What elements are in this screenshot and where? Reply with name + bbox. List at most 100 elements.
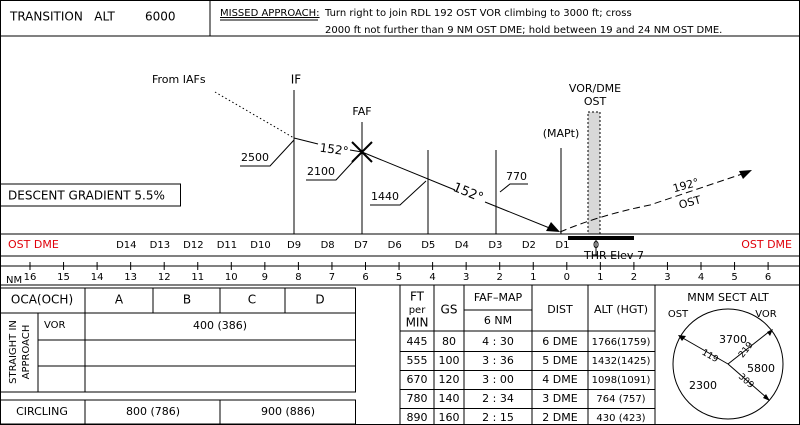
dme-fix: D4: [455, 240, 469, 251]
nm-tick-label: 6: [362, 272, 368, 283]
altitude-label: 1440: [371, 190, 399, 203]
dme-fix: D11: [217, 240, 237, 251]
circling-label: CIRCLING: [16, 405, 68, 418]
sector-alt: 2300: [689, 379, 717, 392]
transition-alt: 6000: [145, 10, 176, 24]
vor-ident: OST: [584, 95, 607, 108]
if-label: IF: [291, 73, 302, 87]
nm-tick-label: 5: [396, 272, 402, 283]
dme-fix: D14: [116, 240, 136, 251]
rate-cell: 4 : 30: [482, 335, 514, 348]
nm-tick-label: 4: [698, 272, 704, 283]
rate-cell: 4 DME: [542, 373, 577, 386]
descent-path: [484, 201, 553, 230]
col-header: C: [248, 293, 256, 307]
table-border: [0, 399, 356, 425]
altitude-label: 770: [506, 170, 527, 183]
dme-fix: D13: [150, 240, 170, 251]
nm-tick-label: 3: [463, 272, 469, 283]
descent-path: [361, 151, 456, 191]
ft-header: per: [409, 305, 427, 316]
dme-fix: D5: [421, 240, 435, 251]
nm-tick-label: 13: [124, 272, 137, 283]
col-header: A: [115, 293, 124, 307]
straight-in-label: STRAIGHT IN: [8, 320, 19, 384]
gs-header: GS: [441, 303, 458, 317]
rate-cell: 2 : 15: [482, 411, 514, 424]
dme-label: OST DME: [741, 238, 792, 251]
circling-minima: 800 (786): [126, 405, 180, 418]
nm-tick-label: 3: [664, 272, 670, 283]
msa-title: MNM SECT ALT: [687, 291, 769, 304]
dme-fix: D8: [321, 240, 335, 251]
nm-label: NM: [6, 275, 22, 286]
altitude-label: 2500: [241, 151, 269, 164]
alt-header: ALT (HGT): [594, 303, 648, 316]
vor-minima: 400 (386): [193, 319, 247, 332]
missed-ident: OST: [677, 193, 702, 211]
col-header: OCA(OCH): [11, 293, 73, 307]
nm-tick-label: 11: [191, 272, 204, 283]
rate-cell: 2 : 34: [482, 392, 514, 405]
threshold: THR Elev 7: [583, 249, 644, 262]
sector-alt: 5800: [747, 362, 775, 375]
vor-label: VOR: [44, 320, 66, 331]
descent-gradient: DESCENT GRADIENT 5.5%: [8, 189, 165, 203]
ft-header: MIN: [406, 316, 429, 330]
dme-fix: 0: [593, 240, 599, 251]
rate-cell: 890: [407, 411, 428, 424]
nm-tick-label: 6: [765, 272, 771, 283]
leader: [499, 183, 528, 193]
missed-approach-text: Turn right to join RDL 192 OST VOR climb…: [324, 8, 632, 19]
nm-tick-label: 16: [24, 272, 37, 283]
rate-cell: 3 : 00: [482, 373, 514, 386]
msa-left: OST: [668, 309, 689, 320]
arrowhead: [546, 222, 560, 232]
leader: [240, 139, 295, 167]
mapt-label: (MAPt): [543, 127, 580, 140]
circling-minima: 900 (886): [261, 405, 315, 418]
msa-right: VOR: [755, 309, 777, 320]
nm-tick-label: 7: [329, 272, 335, 283]
rate-cell: 100: [439, 354, 460, 367]
rate-cell: 6 DME: [542, 335, 577, 348]
nm-tick-label: 2: [497, 272, 503, 283]
dme-fix: D6: [388, 240, 402, 251]
rate-cell: 120: [439, 373, 460, 386]
missed-path: [559, 171, 749, 233]
vor-dme-label: VOR/DME: [569, 82, 621, 95]
vor-strip: [587, 111, 601, 235]
nm-tick-label: 0: [564, 272, 570, 283]
missed-course: 192°: [671, 176, 700, 195]
leader: [306, 153, 361, 181]
nm-tick-label: 5: [731, 272, 737, 283]
leader: [370, 180, 427, 206]
rate-cell: 764 (757): [596, 394, 645, 405]
feeder-track: [214, 91, 295, 139]
rate-cell: 3 : 36: [482, 354, 514, 367]
faf-map-header: FAF–MAP: [474, 291, 523, 304]
rate-cell: 555: [407, 354, 428, 367]
dist-header: DIST: [547, 303, 573, 316]
track: [349, 149, 363, 153]
nm-tick-label: 2: [631, 272, 637, 283]
sector-line: [680, 336, 729, 365]
missed-approach-label: MISSED APPROACH:: [220, 8, 320, 19]
rate-cell: 1766(1759): [592, 337, 651, 348]
nm-tick-label: 1: [530, 272, 536, 283]
dme-label: OST DME: [8, 238, 59, 251]
rate-cell: 1432(1425): [592, 356, 651, 367]
course-label: 152°: [319, 141, 350, 159]
distance: 6 NM: [484, 314, 512, 327]
nm-tick-label: 9: [262, 272, 268, 283]
ft-header: FT: [410, 290, 425, 304]
dme-fix: D3: [488, 240, 502, 251]
rate-cell: 80: [442, 335, 456, 348]
gradient-box: [0, 183, 181, 207]
dme-fix: D7: [354, 240, 368, 251]
dme-fix: D12: [183, 240, 203, 251]
dme-fix: D1: [555, 240, 569, 251]
rate-cell: 1098(1091): [592, 375, 651, 386]
sector-alt: 3700: [719, 333, 747, 346]
arrowhead: [739, 170, 752, 179]
